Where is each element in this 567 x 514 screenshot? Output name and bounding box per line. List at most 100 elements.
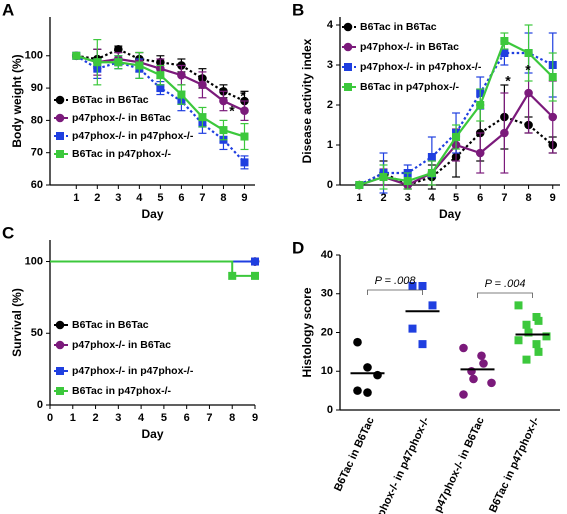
data-point — [522, 355, 531, 364]
data-point — [135, 61, 144, 70]
data-point — [452, 133, 461, 141]
x-tick-label: 7 — [206, 412, 212, 424]
x-tick-label: 5 — [157, 192, 163, 204]
x-tick-label: 1 — [73, 192, 79, 204]
data-point — [418, 282, 427, 290]
x-tick-label: 3 — [115, 412, 121, 424]
y-tick-label: 1 — [327, 139, 333, 151]
y-axis-title: Survival (%) — [10, 288, 24, 357]
annotation: * — [240, 88, 246, 104]
x-tick-label: 7 — [199, 192, 205, 204]
legend-marker — [56, 367, 64, 375]
data-point — [177, 70, 186, 80]
y-tick-label: 100 — [25, 50, 43, 62]
y-tick-label: 70 — [31, 147, 43, 159]
data-point — [228, 271, 237, 280]
y-tick-label: 4 — [327, 19, 334, 31]
data-point — [240, 132, 249, 141]
legend-marker — [56, 387, 64, 395]
x-tick-label: 4 — [429, 192, 436, 204]
x-tick-label: B6Tac in p47phox-/- — [487, 415, 542, 514]
y-tick-label: 0 — [37, 399, 43, 411]
panel-label: D — [292, 238, 304, 257]
data-point — [459, 390, 468, 399]
legend-label: B6Tac in p47phox-/- — [72, 385, 171, 397]
data-point — [500, 49, 509, 57]
data-point — [514, 301, 523, 310]
data-point — [353, 386, 362, 395]
legend-marker — [55, 113, 65, 123]
series-line — [358, 51, 554, 186]
legend-label: p47phox-/- in p47phox-/- — [360, 61, 482, 73]
y-tick-label: 100 — [25, 255, 43, 267]
x-axis-title: Day — [141, 427, 163, 441]
y-tick-label: 3 — [327, 59, 333, 71]
data-point — [355, 181, 364, 189]
survival-line — [50, 260, 255, 277]
data-point — [379, 173, 388, 181]
legend-label: p47phox-/- in B6Tac — [360, 41, 459, 53]
data-point — [477, 351, 486, 361]
x-axis-title: Day — [141, 207, 163, 221]
data-point — [418, 340, 427, 349]
y-tick-label: 20 — [321, 326, 333, 338]
legend-marker — [55, 95, 65, 105]
series-line — [76, 48, 245, 102]
legend-label: B6Tac in B6Tac — [72, 319, 149, 331]
legend-label: B6Tac in B6Tac — [360, 21, 437, 33]
legend-marker — [55, 320, 65, 330]
x-tick-label: 5 — [453, 192, 459, 204]
data-point — [500, 37, 509, 45]
data-point — [524, 88, 533, 98]
y-tick-label: 30 — [321, 288, 333, 300]
data-point — [198, 113, 207, 122]
data-point — [476, 101, 485, 109]
legend-marker — [344, 63, 352, 71]
data-point — [198, 80, 207, 90]
data-point — [363, 388, 372, 397]
p-value: P = .004 — [485, 278, 526, 290]
x-tick-label: 1 — [70, 412, 76, 424]
data-point — [522, 320, 531, 329]
x-tick-label: 0 — [47, 412, 53, 424]
x-tick-label: 2 — [380, 192, 386, 204]
x-tick-label: 5 — [161, 412, 167, 424]
legend-label: p47phox-/- in B6Tac — [72, 112, 171, 124]
legend-marker — [56, 150, 64, 158]
data-point — [524, 49, 533, 57]
bracket — [477, 292, 533, 298]
data-point — [500, 128, 509, 138]
panel-label: A — [2, 0, 14, 19]
data-point — [524, 328, 533, 337]
data-point — [459, 343, 468, 353]
legend-marker — [343, 42, 353, 52]
legend-marker — [343, 22, 353, 32]
panel-label: C — [2, 223, 14, 242]
x-axis-title: Day — [439, 207, 461, 221]
y-tick-label: 0 — [327, 404, 333, 416]
data-point — [534, 347, 543, 356]
y-tick-label: 40 — [321, 249, 333, 261]
data-point — [428, 301, 437, 310]
y-tick-label: 10 — [321, 365, 333, 377]
legend-marker — [344, 83, 352, 91]
x-tick-label: 1 — [356, 192, 362, 204]
legend-label: p47phox-/- in B6Tac — [72, 339, 171, 351]
data-point — [177, 90, 186, 99]
p-value: P = .008 — [375, 275, 417, 287]
data-point — [240, 158, 249, 167]
annotation: * — [229, 103, 235, 119]
legend-label: B6Tac in p47phox-/- — [360, 81, 459, 93]
x-tick-label: 8 — [220, 192, 226, 204]
x-tick-label: 7 — [501, 192, 507, 204]
x-tick-label: p47phox-/- in p47phox-/- — [367, 415, 432, 514]
x-tick-label: 4 — [136, 192, 143, 204]
x-tick-label: 2 — [92, 412, 98, 424]
annotation: * — [505, 73, 511, 89]
data-point — [373, 370, 382, 380]
data-point — [408, 324, 417, 333]
x-tick-label: 8 — [526, 192, 532, 204]
data-point — [72, 51, 81, 60]
data-point — [467, 366, 476, 376]
